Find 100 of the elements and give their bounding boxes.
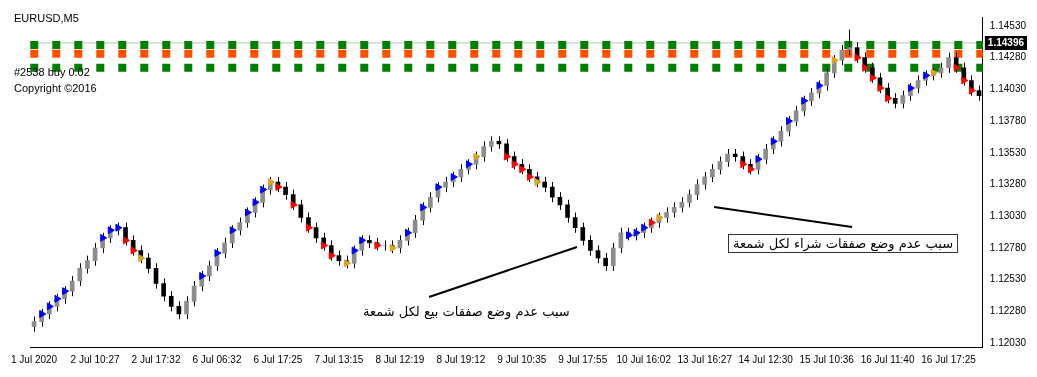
point [321, 241, 329, 250]
point [290, 200, 298, 209]
x-tick-label: 1 Jul 2020 [11, 353, 58, 365]
candlestick [588, 234, 593, 257]
y-tick-label: 1.13030 [989, 210, 1027, 222]
point [39, 310, 47, 318]
candlestick [207, 260, 212, 282]
point [267, 178, 275, 186]
point [252, 198, 260, 207]
point [801, 96, 809, 105]
candlestick [184, 295, 189, 320]
point [648, 218, 656, 227]
point [115, 223, 123, 232]
annotation: سبب عدم وضع صفقات شراء لكل شمعة [728, 234, 959, 253]
point [244, 208, 252, 217]
point [62, 287, 70, 296]
point [351, 246, 359, 255]
point [138, 254, 146, 263]
x-tick-label: 2 Jul 10:27 [70, 353, 120, 365]
point [877, 84, 885, 93]
point [747, 165, 755, 174]
point [885, 94, 893, 103]
point [831, 56, 839, 65]
candlestick [168, 290, 174, 312]
candlestick [69, 275, 75, 297]
point [953, 63, 961, 72]
candlestick [610, 242, 616, 272]
point [755, 155, 763, 164]
point [275, 183, 283, 192]
candlestick [565, 199, 570, 224]
y-tick-label: 1.13780 [989, 114, 1027, 126]
chart-title: EURUSD,M5 [14, 12, 79, 24]
x-tick-label: 9 Jul 10:35 [497, 353, 547, 365]
candlestick [146, 252, 151, 274]
point [519, 165, 527, 174]
point [229, 226, 237, 235]
point [641, 223, 649, 232]
point [305, 223, 313, 232]
point [626, 231, 633, 240]
y-tick-label: 1.12280 [989, 305, 1027, 317]
point [359, 236, 367, 245]
candlestick [481, 140, 487, 163]
point [328, 251, 336, 260]
x-tick-label: 10 Jul 16:02 [616, 353, 672, 365]
point [107, 226, 115, 235]
point [435, 183, 443, 192]
candlestick [161, 277, 166, 302]
y-tick-label: 1.13530 [989, 146, 1027, 158]
x-tick-label: 2 Jul 17:32 [131, 353, 181, 365]
candlestick [298, 199, 304, 224]
point [450, 172, 458, 181]
annotation: Copyright ©2016 [14, 82, 97, 94]
candlestick [549, 181, 555, 203]
y-tick-label: 1.13280 [989, 178, 1027, 190]
point [504, 152, 512, 161]
point [214, 249, 222, 258]
x-tick-label: 8 Jul 12:19 [375, 353, 425, 365]
x-tick-label: 6 Jul 17:25 [253, 353, 303, 365]
candlestick [580, 222, 586, 246]
ref-line-label: 1.14396 [987, 36, 1025, 48]
point [862, 63, 870, 72]
x-tick-label: 7 Jul 13:15 [314, 353, 364, 365]
y-tick-label: 1.12780 [989, 241, 1027, 253]
point [344, 259, 352, 268]
point [420, 203, 428, 212]
y-tick-label: 1.12530 [989, 273, 1027, 285]
candlestick [847, 29, 852, 56]
point [123, 236, 131, 245]
y-tick-label: 1.12030 [989, 336, 1027, 348]
point [633, 228, 641, 237]
point [374, 241, 382, 250]
point [968, 86, 976, 95]
point [511, 160, 519, 169]
point [816, 81, 824, 90]
point [786, 117, 794, 126]
candlestick [428, 191, 433, 213]
point [869, 73, 877, 82]
point [405, 228, 412, 237]
y-tick-label: 1.14280 [989, 51, 1027, 63]
y-tick-label: 1.14530 [989, 19, 1027, 31]
x-tick-label: 15 Jul 10:36 [799, 353, 855, 365]
point [46, 302, 54, 311]
x-tick-label: 13 Jul 16:27 [677, 353, 733, 365]
point [656, 213, 664, 222]
point [770, 137, 778, 146]
point [473, 152, 481, 161]
point [199, 271, 207, 280]
point [130, 246, 138, 255]
point [54, 294, 62, 303]
y-tick-label: 1.14030 [989, 83, 1027, 95]
x-tick-label: 6 Jul 06:32 [192, 353, 242, 365]
candlestick [946, 52, 951, 74]
point [740, 160, 748, 169]
candlestick [222, 237, 227, 259]
point [854, 53, 862, 62]
annotation: سبب عدم وضع صفقات بيع لكل شمعة [363, 304, 570, 319]
point [923, 71, 931, 80]
candlestick [77, 262, 83, 287]
x-tick-label: 9 Jul 17:55 [558, 353, 608, 365]
x-tick-label: 16 Jul 17:25 [921, 353, 977, 365]
